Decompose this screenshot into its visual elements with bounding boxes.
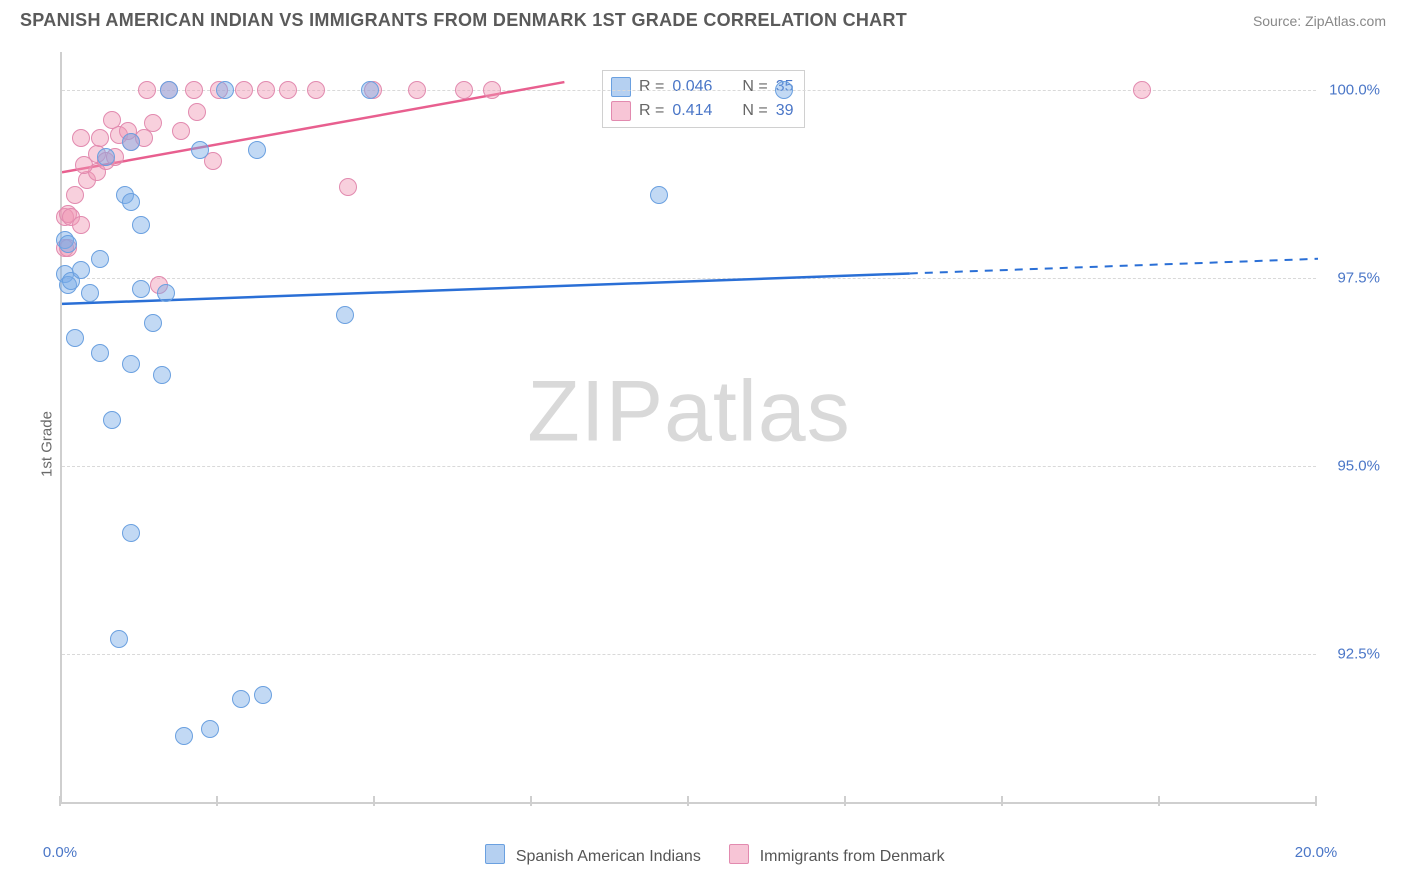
legend-row-pink: R = 0.414 N = 39: [611, 99, 794, 123]
legend-row-blue: R = 0.046 N = 35: [611, 75, 794, 99]
point-pink: [279, 81, 297, 99]
point-blue: [775, 81, 793, 99]
y-tick-label: 95.0%: [1337, 457, 1380, 474]
n-label: N =: [742, 99, 767, 123]
x-tick: [687, 796, 689, 806]
point-blue: [97, 148, 115, 166]
y-tick-label: 100.0%: [1329, 81, 1380, 98]
point-pink: [1133, 81, 1151, 99]
swatch-pink-icon: [611, 101, 631, 121]
point-blue: [59, 235, 77, 253]
point-blue: [110, 630, 128, 648]
point-pink: [339, 178, 357, 196]
x-tick-label: 0.0%: [43, 844, 77, 861]
x-tick: [844, 796, 846, 806]
point-pink: [144, 114, 162, 132]
swatch-blue-icon: [611, 77, 631, 97]
n-label: N =: [742, 75, 767, 99]
point-blue: [144, 314, 162, 332]
point-pink: [66, 186, 84, 204]
point-blue: [66, 329, 84, 347]
point-pink: [72, 129, 90, 147]
point-blue: [254, 686, 272, 704]
point-pink: [172, 122, 190, 140]
point-pink: [72, 216, 90, 234]
point-pink: [185, 81, 203, 99]
legend-item-pink: Immigrants from Denmark: [760, 848, 945, 865]
point-blue: [132, 216, 150, 234]
source-label: Source: ZipAtlas.com: [1253, 13, 1386, 29]
y-tick-label: 92.5%: [1337, 645, 1380, 662]
point-blue: [122, 193, 140, 211]
r-label: R =: [639, 75, 664, 99]
x-tick: [1158, 796, 1160, 806]
swatch-pink-icon: [729, 844, 749, 864]
point-blue: [248, 141, 266, 159]
r-value-pink: 0.414: [672, 99, 712, 123]
x-tick: [530, 796, 532, 806]
point-blue: [72, 261, 90, 279]
trendlines: [62, 52, 1318, 804]
watermark-b: atlas: [664, 364, 851, 460]
point-blue: [103, 411, 121, 429]
x-tick-label: 20.0%: [1295, 844, 1338, 861]
gridline-h: [62, 278, 1316, 279]
point-blue: [232, 690, 250, 708]
point-blue: [191, 141, 209, 159]
legend-item-blue: Spanish American Indians: [516, 848, 701, 865]
point-blue: [361, 81, 379, 99]
legend-correlation-box: R = 0.046 N = 35 R = 0.414 N = 39: [602, 70, 805, 128]
point-blue: [201, 720, 219, 738]
gridline-h: [62, 654, 1316, 655]
trend-blue-dashed: [910, 259, 1318, 274]
point-blue: [336, 306, 354, 324]
x-tick: [1315, 796, 1317, 806]
chart-title: SPANISH AMERICAN INDIAN VS IMMIGRANTS FR…: [20, 10, 907, 31]
point-pink: [91, 129, 109, 147]
point-blue: [160, 81, 178, 99]
point-blue: [81, 284, 99, 302]
point-pink: [307, 81, 325, 99]
r-label: R =: [639, 99, 664, 123]
chart-wrap: 1st Grade ZIPatlas R = 0.046 N = 35 R = …: [20, 44, 1386, 844]
point-blue: [122, 524, 140, 542]
point-blue: [91, 250, 109, 268]
point-pink: [103, 111, 121, 129]
point-blue: [175, 727, 193, 745]
point-blue: [132, 280, 150, 298]
point-blue: [216, 81, 234, 99]
y-axis-label: 1st Grade: [38, 411, 55, 477]
point-blue: [650, 186, 668, 204]
point-blue: [91, 344, 109, 362]
r-value-blue: 0.046: [672, 75, 712, 99]
n-value-pink: 39: [776, 99, 794, 123]
point-pink: [235, 81, 253, 99]
watermark-a: ZIP: [527, 364, 664, 460]
legend-bottom: Spanish American Indians Immigrants from…: [20, 844, 1386, 866]
point-pink: [483, 81, 501, 99]
gridline-h: [62, 466, 1316, 467]
y-tick-label: 97.5%: [1337, 269, 1380, 286]
plot-area: ZIPatlas R = 0.046 N = 35 R = 0.414 N = …: [60, 52, 1316, 804]
x-tick: [216, 796, 218, 806]
point-blue: [153, 366, 171, 384]
point-pink: [257, 81, 275, 99]
point-blue: [122, 355, 140, 373]
x-tick: [1001, 796, 1003, 806]
point-pink: [408, 81, 426, 99]
watermark: ZIPatlas: [527, 363, 850, 462]
swatch-blue-icon: [485, 844, 505, 864]
point-pink: [455, 81, 473, 99]
x-tick: [59, 796, 61, 806]
point-blue: [122, 133, 140, 151]
point-pink: [138, 81, 156, 99]
point-pink: [188, 103, 206, 121]
point-blue: [157, 284, 175, 302]
x-tick: [373, 796, 375, 806]
